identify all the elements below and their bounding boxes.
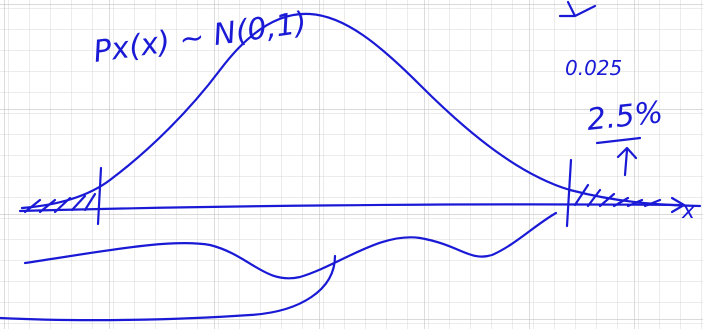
- axis-label: x: [681, 199, 696, 224]
- tail-value: 0.025: [565, 56, 622, 80]
- note-canvas: Px(x) ~ N(0,1) 0.025 2.5% x: [0, 0, 703, 329]
